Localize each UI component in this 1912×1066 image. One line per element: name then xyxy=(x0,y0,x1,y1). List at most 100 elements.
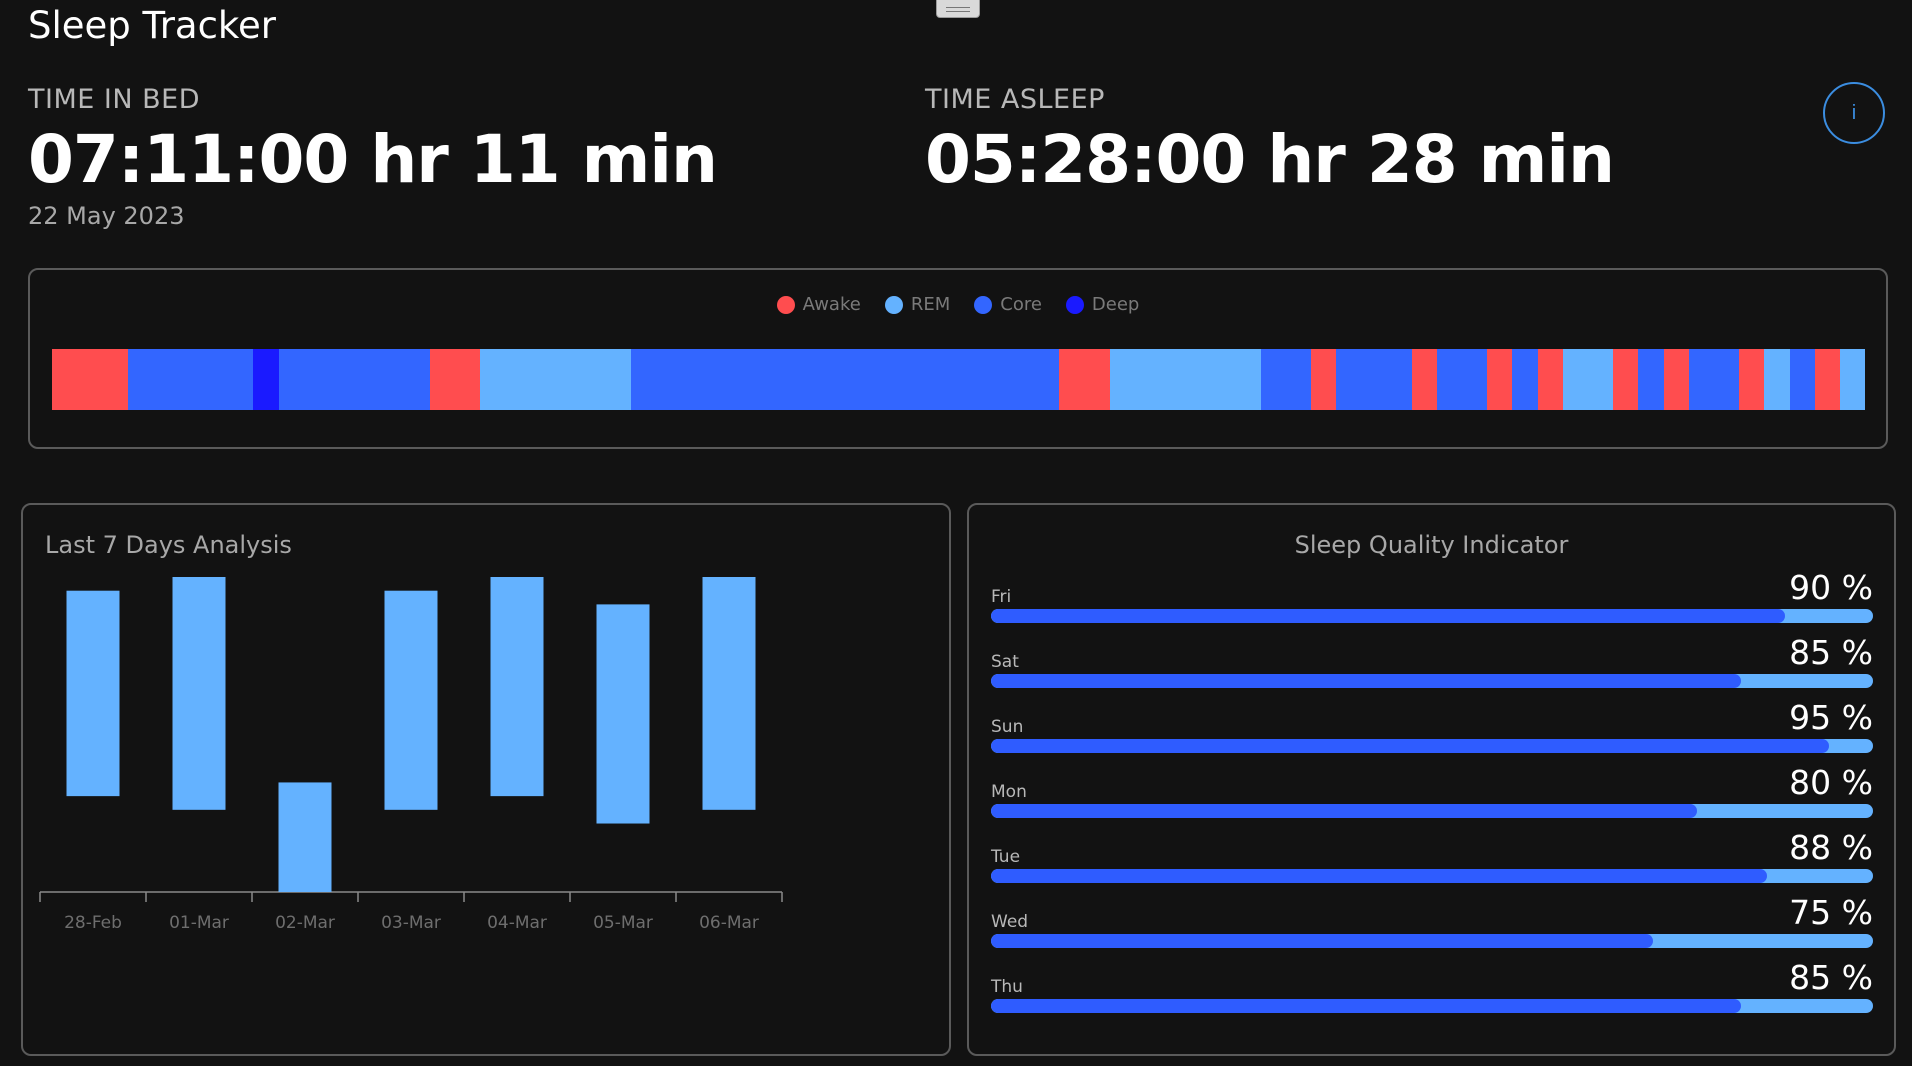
quality-progress-fill xyxy=(991,674,1741,688)
quality-progress-track xyxy=(991,804,1873,818)
stage-segment-awake xyxy=(52,349,128,410)
stage-segment-core xyxy=(1336,349,1412,410)
stage-segment-core xyxy=(631,349,1060,410)
quality-percent-label: 85 % xyxy=(1789,958,1873,997)
app-title: Sleep Tracker xyxy=(28,4,277,47)
quality-percent-label: 75 % xyxy=(1789,893,1873,932)
x-tick-label: 05-Mar xyxy=(593,913,653,933)
quality-progress-fill xyxy=(991,804,1697,818)
bar-01-mar[interactable] xyxy=(172,577,226,810)
quality-progress-track xyxy=(991,609,1873,623)
quality-percent-label: 95 % xyxy=(1789,698,1873,737)
legend-label: Deep xyxy=(1091,294,1140,315)
x-tick-label: 02-Mar xyxy=(275,913,335,933)
stage-segment-rem xyxy=(480,349,632,410)
quality-progress-track xyxy=(991,934,1873,948)
stage-segment-core xyxy=(127,349,254,410)
last-7-days-chart: 28-Feb 01-Mar 02-Mar 03-Mar 04-Mar 05-Mar 06-M… xyxy=(39,577,783,933)
x-tick-label: 04-Mar xyxy=(487,913,547,933)
quality-progress-track xyxy=(991,674,1873,688)
quality-row-wed: Wed 75 % xyxy=(991,888,1873,948)
time-asleep-label: TIME ASLEEP xyxy=(925,84,1105,115)
last-7-days-panel: Last 7 Days Analysis 28-Feb 01-Mar 02-Mar 0… xyxy=(21,503,951,1056)
bar-05-mar[interactable] xyxy=(596,604,650,824)
stage-segment-core xyxy=(1260,349,1312,410)
quality-row-thu: Thu 85 % xyxy=(991,953,1873,1013)
quality-row-sat: Sat 85 % xyxy=(991,628,1873,688)
bar-02-mar[interactable] xyxy=(278,782,332,892)
legend-item-rem[interactable]: REM xyxy=(884,294,951,315)
stage-segment-awake xyxy=(1411,349,1437,410)
stage-segment-core xyxy=(1512,349,1538,410)
stage-segment-rem xyxy=(1839,349,1866,410)
time-in-bed-stat: TIME IN BED 07:11:00 hr 11 min 22 May 20… xyxy=(28,84,718,230)
time-asleep-clock: 05:28:00 xyxy=(925,121,1246,198)
quality-day-label: Thu xyxy=(991,977,1023,997)
legend-item-awake[interactable]: Awake xyxy=(776,294,861,315)
time-asleep-minutes: min xyxy=(1478,121,1615,198)
legend-item-deep[interactable]: Deep xyxy=(1065,294,1140,315)
stage-segment-awake xyxy=(1537,349,1563,410)
legend-dot-icon xyxy=(884,295,903,314)
time-in-bed-value: 07:11:00 hr 11 min xyxy=(28,121,718,198)
sleep-quality-title: Sleep Quality Indicator xyxy=(1294,531,1569,559)
quality-day-label: Mon xyxy=(991,782,1027,802)
time-in-bed-clock: 07:11:00 xyxy=(28,121,349,198)
stage-segment-awake xyxy=(1487,349,1513,410)
stage-segment-awake xyxy=(1739,349,1765,410)
sleep-stages-panel: Awake REM Core Deep xyxy=(28,268,1888,449)
stage-segment-awake xyxy=(1059,349,1110,410)
x-tick-label: 01-Mar xyxy=(169,913,229,933)
quality-row-tue: Tue 88 % xyxy=(991,823,1873,883)
quality-progress-track xyxy=(991,739,1873,753)
x-tick-label: 28-Feb xyxy=(64,913,122,933)
stage-segment-rem xyxy=(1764,349,1790,410)
stage-legend: Awake REM Core Deep xyxy=(30,294,1886,315)
quality-progress-fill xyxy=(991,739,1829,753)
legend-label: Core xyxy=(1000,294,1042,315)
x-tick-label: 06-Mar xyxy=(699,913,759,933)
quality-percent-label: 88 % xyxy=(1789,828,1873,867)
quality-percent-label: 80 % xyxy=(1789,763,1873,802)
quality-percent-label: 85 % xyxy=(1789,633,1873,672)
bar-06-mar[interactable] xyxy=(702,577,756,810)
stage-segment-core xyxy=(278,349,430,410)
legend-dot-icon xyxy=(776,295,795,314)
bar-04-mar[interactable] xyxy=(490,577,544,797)
date-label: 22 May 2023 xyxy=(28,202,185,230)
quality-progress-track xyxy=(991,869,1873,883)
legend-label: Awake xyxy=(802,294,861,315)
time-in-bed-hours: hr 11 xyxy=(370,121,560,198)
drag-handle[interactable] xyxy=(936,0,980,18)
stage-segment-core xyxy=(1638,349,1664,410)
quality-progress-fill xyxy=(991,869,1768,883)
bar-28-feb[interactable] xyxy=(66,590,120,797)
stage-segment-awake xyxy=(1613,349,1639,410)
sleep-quality-panel: Sleep Quality Indicator Fri 90 % Sat 85 % Su… xyxy=(967,503,1896,1056)
quality-row-mon: Mon 80 % xyxy=(991,758,1873,818)
quality-progress-fill xyxy=(991,609,1785,623)
info-button[interactable]: i xyxy=(1823,82,1885,144)
time-in-bed-minutes: min xyxy=(581,121,718,198)
stage-segment-core xyxy=(1436,349,1488,410)
last-7-days-title: Last 7 Days Analysis xyxy=(45,531,292,559)
time-in-bed-label: TIME IN BED xyxy=(28,84,201,115)
time-asleep-value: 05:28:00 hr 28 min xyxy=(925,121,1615,198)
time-asleep-hours: hr 28 xyxy=(1267,121,1457,198)
quality-percent-label: 90 % xyxy=(1789,568,1873,607)
legend-item-core[interactable]: Core xyxy=(974,294,1042,315)
bar-03-mar[interactable] xyxy=(384,590,438,810)
stage-segment-awake xyxy=(429,349,481,410)
legend-dot-icon xyxy=(974,295,993,314)
quality-day-label: Sat xyxy=(991,652,1019,672)
time-asleep-stat: TIME ASLEEP 05:28:00 hr 28 min xyxy=(925,84,1615,198)
quality-progress-fill xyxy=(991,934,1653,948)
legend-label: REM xyxy=(910,294,951,315)
legend-dot-icon xyxy=(1065,295,1084,314)
stage-segment-awake xyxy=(1311,349,1337,410)
quality-row-sun: Sun 95 % xyxy=(991,693,1873,753)
quality-day-label: Sun xyxy=(991,717,1024,737)
stage-segment-core xyxy=(1688,349,1740,410)
quality-day-label: Fri xyxy=(991,587,1012,607)
stage-segment-core xyxy=(1789,349,1815,410)
